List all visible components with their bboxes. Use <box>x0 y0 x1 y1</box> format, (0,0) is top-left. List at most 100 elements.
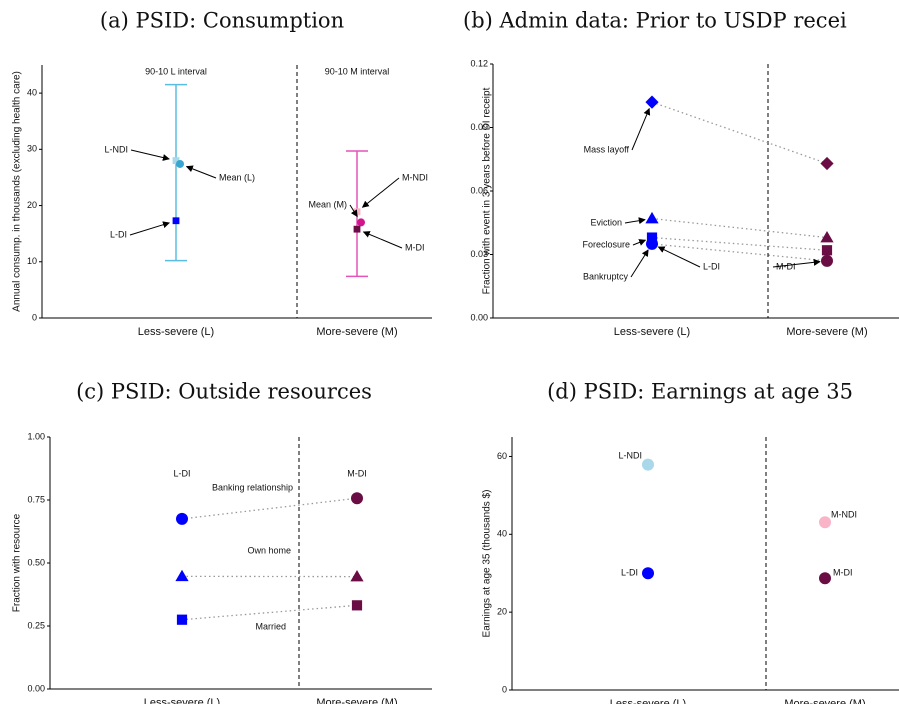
point <box>821 245 833 256</box>
chart-title: (d) PSID: Earnings at age 35 <box>547 380 853 404</box>
x-tick-label: Less-severe (L) <box>138 326 214 338</box>
connector <box>651 236 828 251</box>
x-tick-label: More-severe (M) <box>316 326 397 338</box>
y-tick-label: 0.50 <box>27 557 45 567</box>
annotation-arrow <box>630 249 649 278</box>
point <box>820 230 834 243</box>
point-label: Mass layoff <box>584 144 630 154</box>
annotation-arrow <box>631 107 651 151</box>
y-axis-label: Fraction with event in 3 years before DI… <box>482 87 493 294</box>
point <box>820 156 834 171</box>
point-label: M-DI <box>405 242 425 252</box>
point-label: L-DI <box>621 567 638 577</box>
annotation-arrow <box>130 149 170 161</box>
y-tick-label: 0 <box>32 312 37 322</box>
annotation-arrow <box>772 258 821 268</box>
point-label: M-DI <box>833 567 853 577</box>
point-label: Eviction <box>590 217 622 227</box>
y-tick-label: 0.03 <box>470 249 488 259</box>
interval-label: 90-10 M interval <box>325 66 390 76</box>
point <box>646 237 658 250</box>
x-tick-label: More-severe (M) <box>316 697 397 704</box>
point <box>172 217 180 225</box>
annotation-arrow <box>185 165 217 179</box>
point <box>351 492 363 505</box>
point <box>642 567 654 580</box>
y-tick-label: 20 <box>27 200 37 210</box>
y-axis-label: Annual consump. in thousands (excluding … <box>12 71 23 312</box>
annotation-arrow <box>349 204 358 218</box>
point-label: Foreclosure <box>582 239 630 249</box>
point-label: Bankruptcy <box>583 271 629 281</box>
x-tick-label: Less-severe (L) <box>610 698 686 704</box>
point-label: L-DI <box>110 229 127 239</box>
x-tick-label: Less-severe (L) <box>614 326 690 338</box>
connector <box>181 497 358 520</box>
chart-title: (c) PSID: Outside resources <box>76 380 372 404</box>
annotation-arrow <box>361 177 400 208</box>
point <box>642 458 654 471</box>
connector <box>651 243 828 262</box>
point <box>172 157 180 164</box>
connector <box>651 101 828 165</box>
point <box>821 254 833 267</box>
annotation-arrow <box>624 217 646 225</box>
point-label: Banking relationship <box>212 482 293 492</box>
annotation: M-DI <box>347 468 367 478</box>
connector <box>181 604 358 621</box>
annotation-arrow <box>632 239 647 246</box>
annotation-arrow <box>129 221 170 236</box>
x-tick-label: Less-severe (L) <box>144 697 220 704</box>
y-tick-label: 0.00 <box>470 312 488 322</box>
point <box>646 232 658 243</box>
y-tick-label: 0.25 <box>27 620 45 630</box>
y-tick-label: 0.06 <box>470 185 488 195</box>
annotation-arrow <box>362 231 403 249</box>
connector <box>651 217 828 239</box>
point <box>175 569 189 582</box>
point <box>819 572 831 585</box>
point-label: M-NDI <box>831 509 857 519</box>
x-tick-label: More-severe (M) <box>786 326 867 338</box>
point <box>353 225 361 233</box>
point-label: L-NDI <box>618 450 642 460</box>
y-tick-label: 1.00 <box>27 431 45 441</box>
point <box>350 570 364 582</box>
point <box>176 512 188 525</box>
point <box>645 211 659 224</box>
y-tick-label: 0 <box>502 684 507 694</box>
annotation: M-DI <box>776 261 796 271</box>
point <box>819 516 831 529</box>
point-label: Mean (M) <box>308 199 347 209</box>
y-tick-label: 60 <box>497 451 507 461</box>
point <box>176 614 188 625</box>
point <box>351 600 363 611</box>
interval-label: 90-10 L interval <box>145 66 207 76</box>
y-tick-label: 0.12 <box>470 58 488 68</box>
y-axis-label: Earnings at age 35 (thousands $) <box>482 490 493 638</box>
y-axis-label: Fraction with resource <box>12 513 23 612</box>
point <box>645 95 659 109</box>
annotation: L-DI <box>173 468 190 478</box>
y-tick-label: 0.75 <box>27 494 45 504</box>
point <box>357 218 365 227</box>
chart-title: (a) PSID: Consumption <box>100 9 344 33</box>
point-label: Own home <box>247 545 291 555</box>
y-tick-label: 0.00 <box>27 683 45 693</box>
annotation-arrow <box>657 246 701 268</box>
y-tick-label: 40 <box>27 87 37 97</box>
y-tick-label: 30 <box>27 144 37 154</box>
point-label: Mean (L) <box>219 172 255 182</box>
x-tick-label: More-severe (M) <box>784 698 865 704</box>
y-tick-label: 10 <box>27 256 37 266</box>
point-label: Married <box>255 621 286 631</box>
point-label: L-NDI <box>104 144 128 154</box>
y-tick-label: 40 <box>497 529 507 539</box>
annotation: L-DI <box>703 261 720 271</box>
point-label: M-NDI <box>402 172 428 182</box>
y-tick-label: 0.09 <box>470 122 488 132</box>
chart-title: (b) Admin data: Prior to USDP recei <box>463 9 847 33</box>
y-tick-label: 20 <box>497 607 507 617</box>
point <box>176 159 184 168</box>
